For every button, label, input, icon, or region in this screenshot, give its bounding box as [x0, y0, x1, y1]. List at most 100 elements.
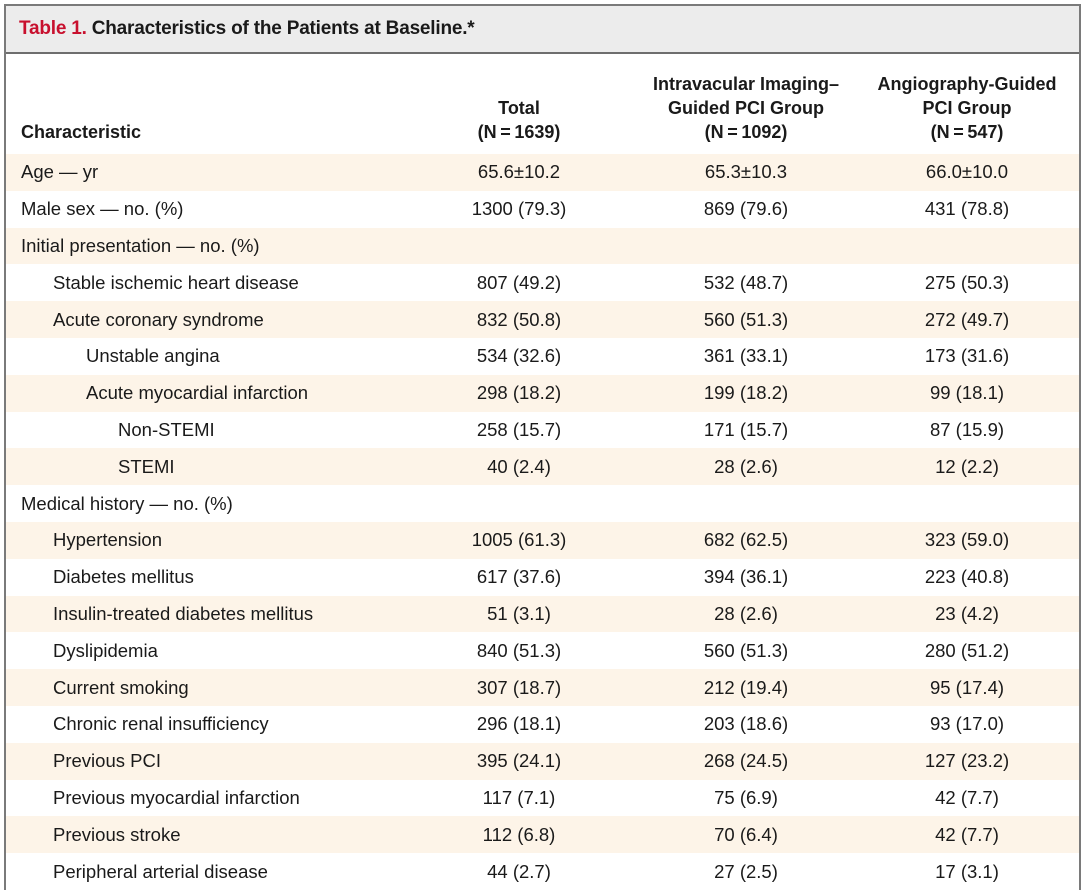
- cell-imaging: 682 (62.5): [703, 529, 789, 551]
- cell-total: 840 (51.3): [476, 639, 562, 661]
- cell-angiography: 280 (51.2): [924, 639, 1010, 661]
- cell-angiography: 223 (40.8): [924, 566, 1010, 588]
- table-row: Dyslipidemia 840 (51.3) 560 (51.3) 280 (51.…: [6, 632, 1079, 669]
- cell-total: 117 (7.1): [482, 786, 556, 808]
- cell-angiography: 66.0±10.0: [925, 161, 1009, 183]
- row-label: Initial presentation — no. (%): [21, 234, 260, 256]
- table-row: Age — yr 65.6±10.2 65.3±10.3 66.0±10.0: [6, 154, 1079, 191]
- table-number: Table 1.: [19, 18, 87, 39]
- cell-total: 40 (2.4): [487, 455, 551, 477]
- cell-angiography: 95 (17.4): [929, 676, 1005, 698]
- row-label: Hypertension: [53, 529, 163, 551]
- cell-angiography: 12 (2.2): [935, 455, 999, 477]
- table-row: Chronic renal insufficiency 296 (18.1) 203…: [6, 706, 1079, 743]
- cell-total: 44 (2.7): [487, 860, 551, 882]
- table-row: Hypertension 1005 (61.3) 682 (62.5) 323 (59…: [6, 521, 1079, 559]
- row-label: Non-STEMI: [118, 418, 215, 440]
- row-label: Chronic renal insufficiency: [53, 713, 269, 735]
- table-header: Characteristic Total (N = 1639) Intravac…: [6, 54, 1079, 154]
- table-row: Diabetes mellitus 617 (37.6) 394 (36.1) 223…: [6, 559, 1079, 596]
- table-title-bar: Table 1. Characteristics of the Patients…: [6, 6, 1079, 54]
- cell-angiography: 431 (78.8): [924, 198, 1010, 220]
- table-title: Characteristics of the Patients at Basel…: [91, 18, 475, 39]
- table-body: Age — yr 65.6±10.2 65.3±10.3 66.0±10.0 Male …: [6, 154, 1079, 890]
- cell-total: 258 (15.7): [476, 418, 562, 440]
- cell-angiography: 87 (15.9): [929, 418, 1005, 440]
- cell-total: 65.6±10.2: [477, 161, 561, 183]
- column-header-imaging: Intravacular Imaging– Guided PCI Group (…: [652, 74, 840, 142]
- column-header-total: Total (N = 1639): [477, 98, 561, 142]
- cell-imaging: 27 (2.5): [714, 860, 778, 882]
- row-label: Peripheral arterial disease: [53, 860, 268, 882]
- cell-total: 296 (18.1): [476, 713, 562, 735]
- row-label: Age — yr: [21, 161, 99, 183]
- table-row: Unstable angina 534 (32.6) 361 (33.1) 173 (…: [6, 338, 1079, 375]
- row-label: Dyslipidemia: [53, 639, 158, 661]
- row-label: Insulin-treated diabetes mellitus: [53, 602, 314, 624]
- cell-total: 807 (49.2): [476, 271, 562, 293]
- table-row: Stable ischemic heart disease 807 (49.2) 5…: [6, 264, 1079, 301]
- cell-angiography: 127 (23.2): [924, 750, 1010, 772]
- table-row: Previous PCI 395 (24.1) 268 (24.5) 127 (23.…: [6, 742, 1079, 780]
- column-header-characteristic: Characteristic: [21, 122, 142, 142]
- cell-total: 51 (3.1): [487, 602, 551, 624]
- cell-angiography: 17 (3.1): [935, 860, 999, 882]
- cell-angiography: 42 (7.7): [935, 823, 999, 845]
- cell-imaging: 212 (19.4): [703, 676, 789, 698]
- table-row: Medical history — no. (%): [6, 485, 1079, 522]
- row-label: Male sex — no. (%): [21, 198, 184, 220]
- row-label: Diabetes mellitus: [53, 566, 194, 588]
- cell-angiography: 23 (4.2): [935, 602, 999, 624]
- table-row: Peripheral arterial disease 44 (2.7) 27 (2…: [6, 853, 1079, 890]
- cell-imaging: 75 (6.9): [714, 786, 778, 808]
- cell-imaging: 869 (79.6): [703, 198, 789, 220]
- cell-total: 395 (24.1): [476, 750, 562, 772]
- table-row: Male sex — no. (%) 1300 (79.3) 869 (79.6) 4…: [6, 191, 1079, 228]
- table-row: Acute myocardial infarction 298 (18.2) 199…: [6, 374, 1079, 412]
- cell-angiography: 275 (50.3): [924, 271, 1010, 293]
- table-row: Current smoking 307 (18.7) 212 (19.4) 95 (1…: [6, 669, 1079, 706]
- cell-angiography: 42 (7.7): [935, 786, 999, 808]
- row-label: STEMI: [118, 455, 175, 477]
- cell-angiography: 272 (49.7): [924, 308, 1010, 330]
- cell-imaging: 70 (6.4): [714, 823, 778, 845]
- cell-total: 1005 (61.3): [471, 529, 567, 551]
- cell-imaging: 560 (51.3): [703, 639, 789, 661]
- cell-angiography: 93 (17.0): [929, 713, 1005, 735]
- table-row: STEMI 40 (2.4) 28 (2.6) 12 (2.2): [6, 448, 1079, 486]
- cell-total: 307 (18.7): [476, 676, 562, 698]
- row-label: Medical history — no. (%): [21, 492, 233, 514]
- table-row: Previous stroke 112 (6.8) 70 (6.4) 42 (7.7): [6, 816, 1079, 854]
- cell-imaging: 532 (48.7): [703, 271, 789, 293]
- column-header-angiography: Angiography-Guided PCI Group (N = 547): [877, 74, 1057, 142]
- cell-imaging: 394 (36.1): [703, 566, 789, 588]
- row-label: Current smoking: [53, 676, 189, 698]
- cell-total: 298 (18.2): [476, 382, 562, 404]
- row-label: Previous myocardial infarction: [53, 786, 300, 808]
- table-row: Previous myocardial infarction 117 (7.1) 7…: [6, 780, 1079, 817]
- cell-imaging: 361 (33.1): [703, 345, 789, 367]
- cell-total: 534 (32.6): [476, 345, 562, 367]
- cell-angiography: 99 (18.1): [929, 382, 1005, 404]
- cell-imaging: 28 (2.6): [714, 602, 778, 624]
- row-label: Previous stroke: [53, 823, 181, 845]
- cell-total: 832 (50.8): [476, 308, 562, 330]
- cell-angiography: 323 (59.0): [924, 529, 1010, 551]
- row-label: Acute myocardial infarction: [86, 382, 309, 404]
- cell-imaging: 203 (18.6): [703, 713, 789, 735]
- cell-total: 617 (37.6): [476, 566, 562, 588]
- cell-total: 112 (6.8): [482, 823, 556, 845]
- row-label: Unstable angina: [86, 345, 220, 367]
- table-row: Initial presentation — no. (%): [6, 227, 1079, 265]
- table-frame: Table 1. Characteristics of the Patients…: [4, 4, 1081, 890]
- cell-imaging: 28 (2.6): [714, 455, 778, 477]
- row-label: Previous PCI: [53, 750, 161, 772]
- row-label: Acute coronary syndrome: [53, 308, 264, 330]
- table-row: Non-STEMI 258 (15.7) 171 (15.7) 87 (15.9): [6, 412, 1079, 449]
- cell-imaging: 199 (18.2): [703, 382, 789, 404]
- table-row: Insulin-treated diabetes mellitus 51 (3.1…: [6, 595, 1079, 633]
- row-label: Stable ischemic heart disease: [53, 271, 299, 293]
- table-row: Acute coronary syndrome 832 (50.8) 560 (51…: [6, 301, 1079, 338]
- cell-total: 1300 (79.3): [471, 198, 567, 220]
- cell-imaging: 171 (15.7): [703, 418, 789, 440]
